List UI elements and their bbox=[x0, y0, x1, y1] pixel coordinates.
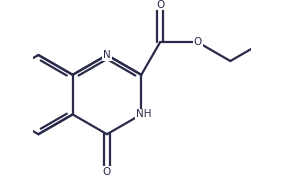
Text: O: O bbox=[103, 167, 111, 176]
Text: N: N bbox=[103, 50, 111, 60]
Text: NH: NH bbox=[135, 109, 151, 120]
Text: O: O bbox=[156, 0, 164, 10]
Text: O: O bbox=[194, 37, 202, 47]
